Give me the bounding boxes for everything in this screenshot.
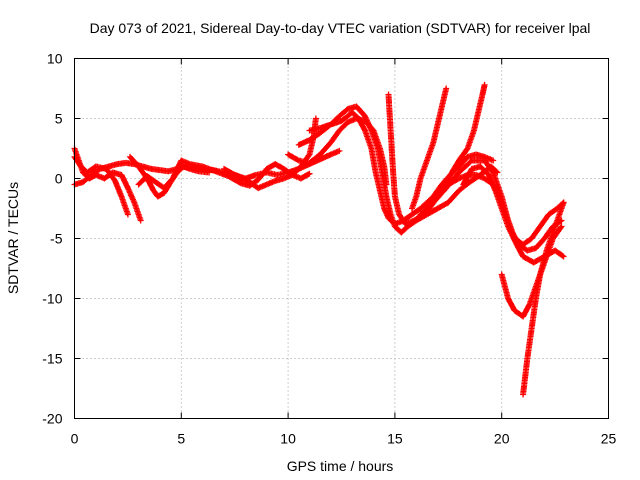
- series-marks: [520, 199, 567, 398]
- x-tick-label: 15: [387, 431, 403, 447]
- y-tick-label: -10: [42, 291, 62, 307]
- series-marks: [127, 153, 213, 200]
- series-9: [306, 109, 497, 228]
- series-marks: [306, 109, 497, 228]
- y-tick-labels: -20 -15 -10 -5 0 5 10: [42, 51, 62, 427]
- series-marks: [417, 157, 567, 248]
- x-tick-label: 25: [601, 431, 617, 447]
- axis-ticks: [74, 58, 609, 419]
- y-tick-label: -15: [42, 351, 62, 367]
- y-tick-label: 0: [55, 171, 63, 187]
- x-tick-label: 5: [177, 431, 185, 447]
- x-tick-label: 0: [71, 431, 79, 447]
- x-tick-label: 20: [494, 431, 510, 447]
- x-axis-label: GPS time / hours: [287, 458, 394, 474]
- x-tick-labels: 0 5 10 15 20 25: [71, 431, 617, 447]
- series-11: [409, 85, 450, 212]
- series-16: [520, 199, 567, 398]
- data-marks: [71, 81, 567, 398]
- x-tick-label: 10: [280, 431, 296, 447]
- y-tick-label: 5: [55, 111, 63, 127]
- series-13: [417, 157, 567, 248]
- y-axis-label: SDTVAR / TECUs: [5, 182, 21, 294]
- series-4: [127, 153, 213, 200]
- chart-title: Day 073 of 2021, Sidereal Day-to-day VTE…: [90, 20, 591, 36]
- y-tick-label: 10: [47, 51, 63, 67]
- grid-lines: [74, 58, 609, 419]
- y-tick-label: -20: [42, 411, 62, 427]
- y-tick-label: -5: [50, 231, 63, 247]
- series-marks: [409, 85, 450, 212]
